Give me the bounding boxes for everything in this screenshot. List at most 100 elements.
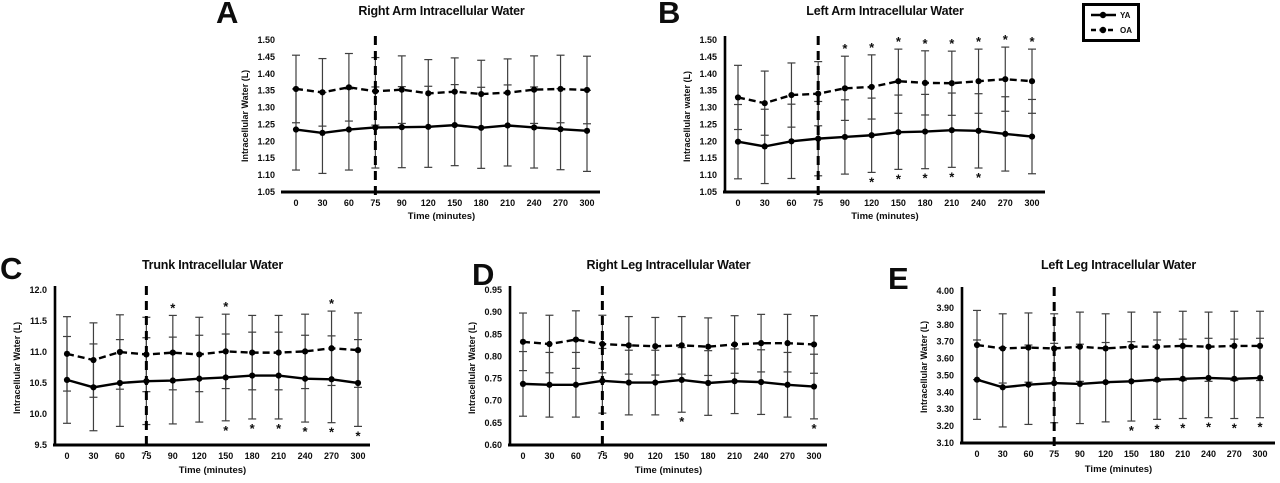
panel-letter-e: E (888, 261, 909, 296)
svg-text:1.35: 1.35 (699, 86, 717, 96)
svg-text:10.0: 10.0 (29, 409, 47, 419)
left-leg-chart-plot: 4.00 3.90 3.80 3.70 3.60 3.50 3.40 3.30 3.20 3.10… (936, 286, 1275, 459)
svg-text:90: 90 (397, 198, 407, 208)
svg-text:*: * (811, 421, 817, 436)
svg-text:30: 30 (317, 198, 327, 208)
svg-text:0.75: 0.75 (484, 374, 502, 384)
svg-text:*: * (896, 34, 902, 49)
right-arm-chart-plot: 1.50 1.45 1.40 1.35 1.30 1.25 1.20 1.15 1.10 1.05… (257, 35, 600, 208)
svg-text:270: 270 (1227, 449, 1242, 459)
svg-text:180: 180 (918, 198, 933, 208)
svg-text:1.45: 1.45 (699, 52, 717, 62)
panel-b-left-arm: B Left Arm Intracellular Water Intracell… (650, 0, 1100, 240)
svg-text:120: 120 (421, 198, 436, 208)
svg-text:3.80: 3.80 (936, 320, 954, 330)
svg-text:90: 90 (840, 198, 850, 208)
svg-text:*: * (842, 41, 848, 56)
svg-text:60: 60 (344, 198, 354, 208)
svg-text:150: 150 (891, 198, 906, 208)
svg-text:1.15: 1.15 (257, 153, 275, 163)
svg-text:*: * (1029, 34, 1035, 49)
svg-text:0.80: 0.80 (484, 351, 502, 361)
panel-letter-d: D (472, 257, 494, 292)
svg-text:240: 240 (1201, 449, 1216, 459)
svg-text:30: 30 (760, 198, 770, 208)
svg-text:1.05: 1.05 (257, 187, 275, 197)
ya-solid-line-icon (1091, 11, 1116, 19)
svg-text:60: 60 (786, 198, 796, 208)
chart-title-left-leg: Left Leg Intracellular Water (1040, 258, 1197, 272)
svg-text:75: 75 (597, 451, 607, 461)
svg-text:1.50: 1.50 (257, 35, 275, 45)
svg-text:0.95: 0.95 (484, 285, 502, 295)
svg-text:*: * (923, 171, 929, 186)
svg-text:1.20: 1.20 (699, 136, 717, 146)
svg-text:1.50: 1.50 (699, 35, 717, 45)
x-axis-label: Time (minutes) (634, 465, 703, 476)
svg-text:75: 75 (370, 198, 380, 208)
svg-text:150: 150 (674, 451, 689, 461)
svg-text:270: 270 (780, 451, 795, 461)
svg-text:270: 270 (324, 451, 339, 461)
svg-text:0.90: 0.90 (484, 307, 502, 317)
svg-text:180: 180 (474, 198, 489, 208)
chart-title-left-arm: Left Arm Intracellular Water (806, 4, 964, 18)
svg-text:9.5: 9.5 (34, 440, 47, 450)
svg-text:*: * (1232, 421, 1238, 436)
svg-text:1.35: 1.35 (257, 86, 275, 96)
svg-text:300: 300 (350, 451, 365, 461)
svg-text:4.00: 4.00 (936, 286, 954, 296)
svg-text:150: 150 (447, 198, 462, 208)
svg-text:1.10: 1.10 (699, 170, 717, 180)
svg-text:270: 270 (553, 198, 568, 208)
svg-text:1.45: 1.45 (257, 52, 275, 62)
svg-text:3.10: 3.10 (936, 438, 954, 448)
svg-text:210: 210 (271, 451, 286, 461)
x-axis-label: Time (minutes) (851, 211, 919, 222)
chart-title-right-arm: Right Arm Intracellular Water (358, 4, 525, 18)
svg-text:1.10: 1.10 (257, 170, 275, 180)
svg-text:*: * (250, 421, 256, 436)
svg-text:1.25: 1.25 (257, 119, 275, 129)
svg-text:210: 210 (500, 198, 515, 208)
legend-item-ya: YA (1090, 10, 1132, 20)
panel-e-left-leg: E Left Leg Intracellular Water Intracell… (882, 250, 1280, 483)
svg-text:3.70: 3.70 (936, 337, 954, 347)
svg-text:*: * (355, 428, 361, 443)
svg-text:*: * (923, 36, 929, 51)
svg-text:150: 150 (1124, 449, 1139, 459)
legend-label-ya: YA (1120, 10, 1131, 20)
svg-text:3.50: 3.50 (936, 370, 954, 380)
svg-text:210: 210 (944, 198, 959, 208)
svg-text:60: 60 (571, 451, 581, 461)
svg-text:*: * (1206, 420, 1212, 435)
trunk-chart-plot: 12.0 11.5 11.0 10.5 10.0 9.5 0 30 60 75 90 120 150 18… (29, 285, 370, 461)
legend-item-oa: OA (1090, 25, 1132, 35)
svg-text:150: 150 (218, 451, 233, 461)
svg-text:90: 90 (1075, 449, 1085, 459)
svg-text:*: * (869, 174, 875, 189)
svg-text:120: 120 (864, 198, 879, 208)
svg-text:0.85: 0.85 (484, 329, 502, 339)
svg-text:90: 90 (624, 451, 634, 461)
svg-text:*: * (976, 170, 982, 185)
panel-letter-b: B (658, 0, 680, 30)
chart-title-trunk: Trunk Intracellular Water (141, 258, 284, 272)
svg-text:10.5: 10.5 (29, 378, 47, 388)
svg-text:90: 90 (168, 451, 178, 461)
svg-text:*: * (1003, 32, 1009, 47)
svg-text:*: * (1155, 421, 1161, 436)
svg-text:300: 300 (1252, 449, 1267, 459)
svg-text:*: * (896, 171, 902, 186)
svg-text:180: 180 (1150, 449, 1165, 459)
svg-text:1.40: 1.40 (257, 69, 275, 79)
svg-text:0: 0 (64, 451, 69, 461)
panel-d-right-leg: D Right Leg Intracellular Water Intracel… (437, 250, 877, 483)
svg-text:30: 30 (998, 449, 1008, 459)
x-axis-label: Time (minutes) (178, 465, 247, 476)
legend: YA OA (1082, 3, 1140, 42)
svg-text:210: 210 (1175, 449, 1190, 459)
svg-text:120: 120 (192, 451, 207, 461)
svg-text:300: 300 (579, 198, 594, 208)
